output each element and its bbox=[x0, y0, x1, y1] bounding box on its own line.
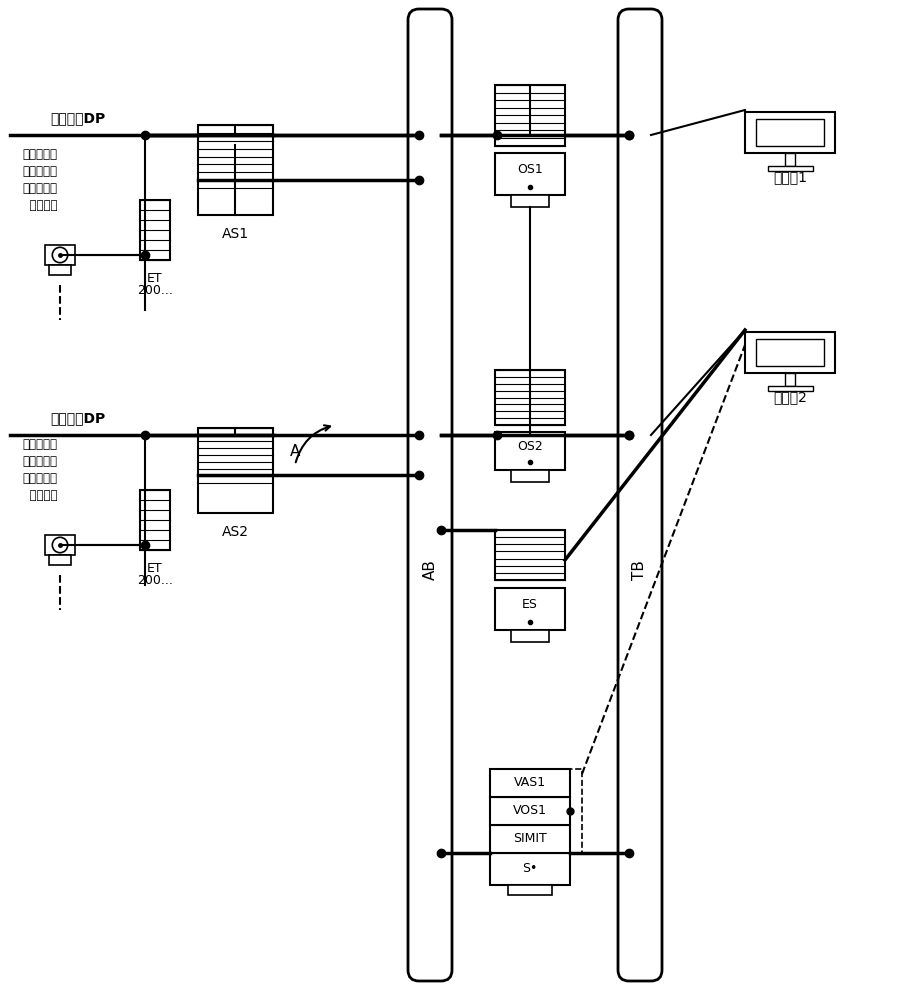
FancyBboxPatch shape bbox=[490, 797, 570, 825]
Text: S•: S• bbox=[522, 862, 538, 876]
Text: ES: ES bbox=[522, 597, 538, 610]
Text: ET: ET bbox=[147, 272, 163, 285]
FancyBboxPatch shape bbox=[511, 630, 550, 642]
Text: 现场总线DP: 现场总线DP bbox=[50, 411, 106, 425]
Text: OS2: OS2 bbox=[517, 440, 543, 452]
FancyBboxPatch shape bbox=[618, 9, 662, 981]
FancyBboxPatch shape bbox=[140, 200, 170, 260]
Text: VOS1: VOS1 bbox=[513, 804, 547, 818]
FancyBboxPatch shape bbox=[490, 769, 570, 797]
Text: AB: AB bbox=[422, 560, 438, 580]
Text: 客户端2: 客户端2 bbox=[774, 390, 807, 404]
FancyBboxPatch shape bbox=[511, 195, 550, 207]
FancyBboxPatch shape bbox=[767, 386, 813, 391]
FancyBboxPatch shape bbox=[784, 153, 795, 166]
FancyBboxPatch shape bbox=[197, 428, 272, 512]
Text: 可寻址远程
传感器高速
通道的开放
  通信协议: 可寻址远程 传感器高速 通道的开放 通信协议 bbox=[22, 438, 57, 502]
FancyBboxPatch shape bbox=[767, 166, 813, 171]
Text: AS2: AS2 bbox=[221, 524, 248, 538]
FancyBboxPatch shape bbox=[745, 112, 835, 153]
Text: AS1: AS1 bbox=[221, 227, 248, 241]
FancyBboxPatch shape bbox=[508, 885, 552, 895]
Text: OS1: OS1 bbox=[517, 163, 543, 176]
Text: 可寻址远程
传感器高速
通道的开放
  通信协议: 可寻址远程 传感器高速 通道的开放 通信协议 bbox=[22, 148, 57, 212]
FancyBboxPatch shape bbox=[495, 85, 565, 145]
Text: A: A bbox=[289, 444, 300, 460]
FancyBboxPatch shape bbox=[495, 153, 565, 195]
Text: 客户端1: 客户端1 bbox=[773, 170, 807, 184]
Text: 200...: 200... bbox=[137, 284, 173, 297]
FancyBboxPatch shape bbox=[140, 490, 170, 550]
Text: 现场总线DP: 现场总线DP bbox=[50, 111, 106, 125]
FancyBboxPatch shape bbox=[784, 373, 795, 386]
Text: 200...: 200... bbox=[137, 574, 173, 587]
FancyBboxPatch shape bbox=[45, 535, 76, 555]
FancyBboxPatch shape bbox=[756, 339, 824, 366]
FancyBboxPatch shape bbox=[197, 125, 272, 215]
Text: TB: TB bbox=[632, 560, 648, 580]
Text: ET: ET bbox=[147, 562, 163, 575]
FancyBboxPatch shape bbox=[495, 432, 565, 470]
FancyBboxPatch shape bbox=[490, 853, 570, 885]
Text: SIMIT: SIMIT bbox=[513, 832, 547, 846]
FancyBboxPatch shape bbox=[490, 825, 570, 853]
FancyBboxPatch shape bbox=[45, 245, 76, 265]
FancyBboxPatch shape bbox=[49, 555, 71, 565]
FancyBboxPatch shape bbox=[511, 470, 550, 482]
FancyBboxPatch shape bbox=[495, 588, 565, 630]
FancyBboxPatch shape bbox=[49, 265, 71, 275]
Text: VAS1: VAS1 bbox=[514, 776, 546, 790]
FancyBboxPatch shape bbox=[408, 9, 452, 981]
FancyBboxPatch shape bbox=[745, 332, 835, 373]
FancyBboxPatch shape bbox=[495, 530, 565, 580]
FancyBboxPatch shape bbox=[756, 119, 824, 146]
FancyBboxPatch shape bbox=[495, 370, 565, 425]
